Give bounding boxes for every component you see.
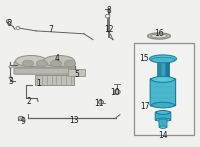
Ellipse shape <box>23 60 34 67</box>
Ellipse shape <box>156 111 170 114</box>
FancyBboxPatch shape <box>155 112 171 120</box>
Text: 15: 15 <box>139 54 149 63</box>
Text: 13: 13 <box>69 116 79 125</box>
Ellipse shape <box>150 55 177 63</box>
FancyBboxPatch shape <box>150 78 176 106</box>
Circle shape <box>18 116 24 120</box>
Text: 11: 11 <box>94 99 104 108</box>
Ellipse shape <box>152 76 174 82</box>
Circle shape <box>98 100 104 104</box>
Ellipse shape <box>16 56 46 67</box>
FancyBboxPatch shape <box>35 75 74 85</box>
Ellipse shape <box>156 118 170 122</box>
Text: 2: 2 <box>27 97 31 106</box>
Ellipse shape <box>152 102 174 108</box>
Circle shape <box>9 77 12 79</box>
Text: 16: 16 <box>154 29 164 38</box>
Text: 7: 7 <box>49 25 53 34</box>
Text: 9: 9 <box>21 117 25 126</box>
Circle shape <box>9 66 12 68</box>
Text: 5: 5 <box>75 70 79 79</box>
Text: 14: 14 <box>158 131 168 141</box>
FancyBboxPatch shape <box>159 119 167 128</box>
Circle shape <box>16 26 20 29</box>
Text: 12: 12 <box>104 25 114 34</box>
Circle shape <box>114 90 120 94</box>
Text: 6: 6 <box>7 19 11 28</box>
Text: 3: 3 <box>9 77 13 86</box>
Ellipse shape <box>151 34 167 38</box>
Text: 4: 4 <box>55 54 59 63</box>
Ellipse shape <box>160 126 166 128</box>
FancyBboxPatch shape <box>68 69 85 76</box>
Ellipse shape <box>36 60 48 67</box>
Ellipse shape <box>64 60 76 67</box>
Text: 1: 1 <box>37 78 41 88</box>
Ellipse shape <box>44 56 74 67</box>
Text: 8: 8 <box>107 6 111 15</box>
Ellipse shape <box>51 60 62 67</box>
Circle shape <box>6 19 12 23</box>
FancyBboxPatch shape <box>134 43 194 135</box>
Ellipse shape <box>148 33 170 39</box>
Text: 10: 10 <box>110 88 120 97</box>
Text: 17: 17 <box>140 102 150 111</box>
Circle shape <box>105 14 110 18</box>
Ellipse shape <box>151 57 175 63</box>
FancyBboxPatch shape <box>14 62 75 74</box>
